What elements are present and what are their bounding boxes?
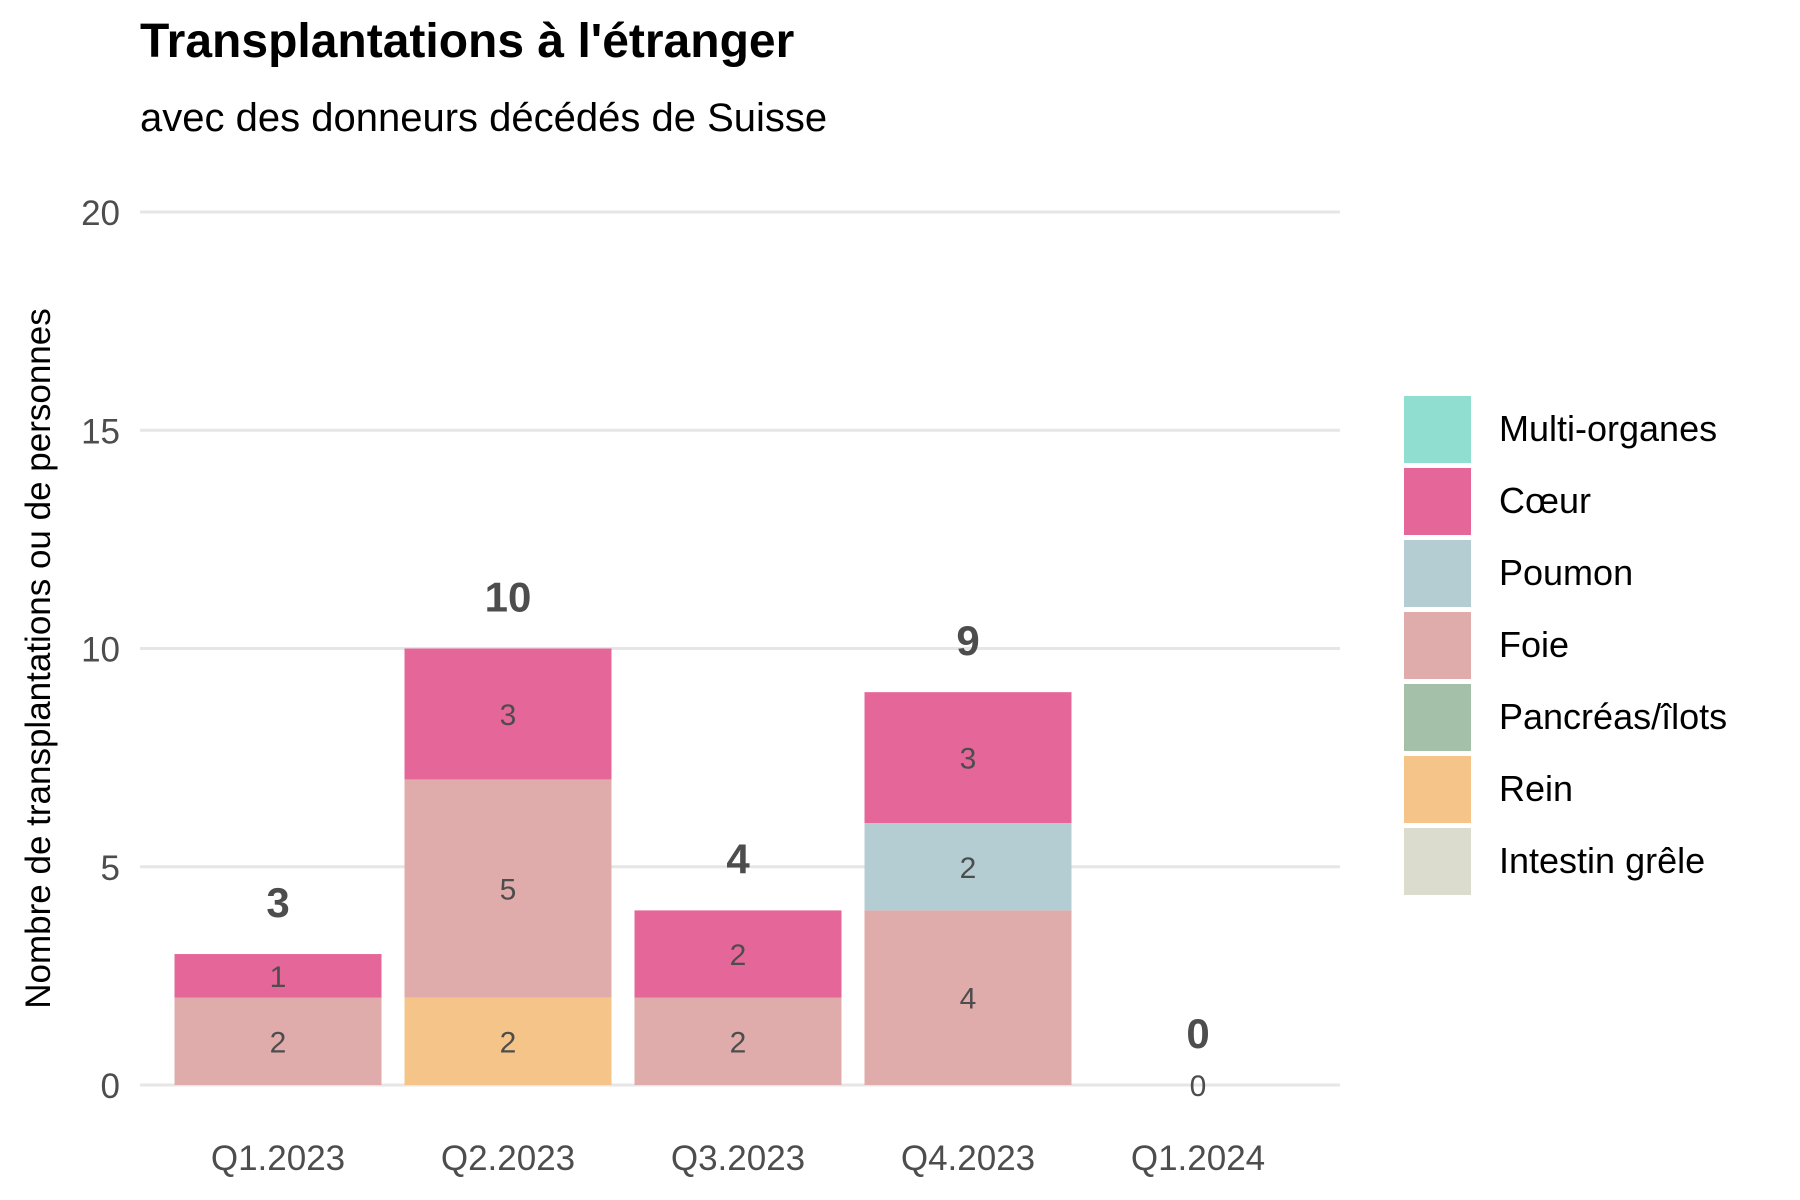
bar-total-label: 9: [956, 617, 979, 664]
bar-segment: [864, 692, 1072, 824]
y-tick-label: 15: [81, 412, 120, 451]
segment-value-label: 5: [500, 874, 517, 907]
x-tick-label: Q1.2023: [211, 1139, 345, 1178]
bar-total-label: 4: [726, 835, 750, 882]
segment-value-label: 3: [500, 699, 517, 732]
segment-value-label: 2: [960, 852, 977, 885]
bar-segment: [174, 997, 382, 1085]
bar-total-label: 0: [1186, 1010, 1209, 1057]
chart-title: Transplantations à l'étranger: [140, 15, 795, 68]
legend-label: Foie: [1499, 624, 1570, 665]
bar-segment: [404, 779, 612, 998]
legend-label: Rein: [1499, 768, 1574, 809]
bar-segment: [634, 910, 842, 998]
legend-item: Rein: [1404, 753, 1727, 825]
legend-label: Cœur: [1499, 480, 1591, 521]
legend-swatch: [1404, 467, 1471, 535]
legend-swatch: [1404, 611, 1471, 679]
legend-label: Intestin grêle: [1499, 840, 1706, 881]
bar-segment: [634, 997, 842, 1085]
bar-segment: [864, 910, 1072, 1085]
y-tick-label: 10: [81, 631, 120, 670]
segment-value-label: 2: [270, 1026, 287, 1059]
legend-swatch: [1404, 539, 1471, 607]
segment-value-label: 3: [960, 743, 977, 776]
legend-swatch: [1404, 755, 1471, 823]
segment-value-label: 1: [270, 961, 287, 994]
legend: Multi-organes Cœur Poumon Foie Pancréas/îlot…: [1404, 393, 1727, 897]
bar-total-label: 3: [266, 879, 289, 926]
y-tick-label: 5: [101, 849, 120, 888]
legend-item: Cœur: [1404, 465, 1727, 537]
legend-swatch: [1404, 683, 1471, 751]
y-tick-label: 20: [81, 194, 120, 233]
legend-item: Multi-organes: [1404, 393, 1727, 465]
bar-segment: [404, 648, 612, 780]
x-tick-label: Q2.2023: [441, 1139, 575, 1178]
x-tick-label: Q4.2023: [901, 1139, 1035, 1178]
legend-item: Intestin grêle: [1404, 825, 1727, 897]
y-axis-title: Nombre de transplantations ou de personn…: [19, 308, 58, 1008]
x-tick-label: Q3.2023: [671, 1139, 805, 1178]
bar-total-label: 10: [485, 574, 532, 621]
segment-value-label: 2: [730, 1026, 747, 1059]
bar-segment: [174, 954, 382, 998]
legend-item: Pancréas/îlots: [1404, 681, 1727, 753]
legend-label: Multi-organes: [1499, 408, 1718, 449]
y-tick-label: 0: [101, 1067, 120, 1106]
legend-label: Poumon: [1499, 552, 1634, 593]
x-tick-label: Q1.2024: [1131, 1139, 1265, 1178]
segment-value-label: 4: [960, 983, 977, 1016]
legend-label: Pancréas/îlots: [1499, 696, 1728, 737]
bar-segment: [864, 823, 1072, 911]
legend-swatch: [1404, 395, 1471, 463]
chart-subtitle: avec des donneurs décédés de Suisse: [140, 96, 828, 140]
bar-segment: [404, 997, 612, 1085]
segment-value-label: 0: [1190, 1070, 1207, 1103]
legend-swatch: [1404, 827, 1471, 895]
legend-item: Poumon: [1404, 537, 1727, 609]
segment-value-label: 2: [500, 1026, 517, 1059]
legend-item: Foie: [1404, 609, 1727, 681]
segment-value-label: 2: [730, 939, 747, 972]
